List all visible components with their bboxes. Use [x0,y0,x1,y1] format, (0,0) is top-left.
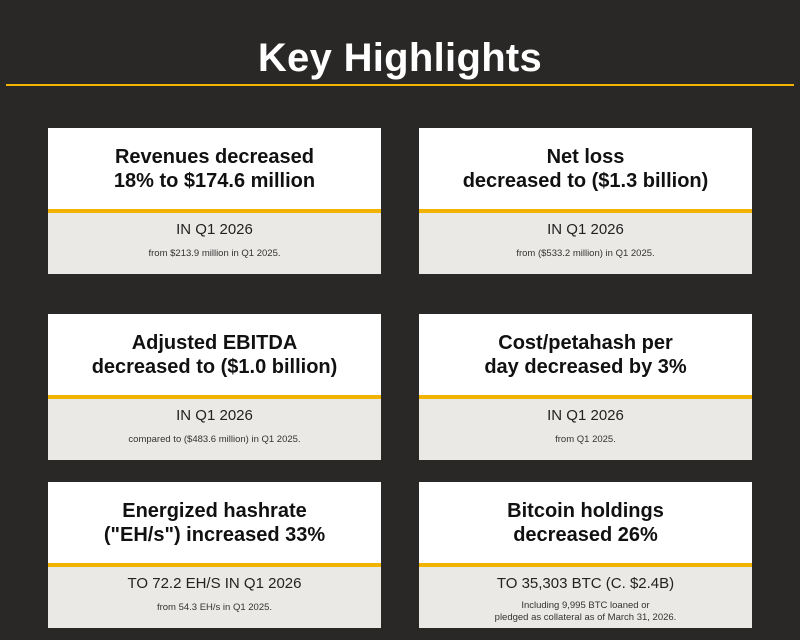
card-heading: Revenues decreased 18% to $174.6 million [48,128,381,209]
card-divider [419,209,752,213]
card-body: TO 72.2 EH/S IN Q1 2026 from 54.3 EH/s i… [48,567,381,628]
card-heading-line: Net loss [546,145,625,168]
highlight-card-cost-petahash: Cost/petahash per day decreased by 3% IN… [419,314,752,460]
card-heading-line: Cost/petahash per [498,331,673,354]
card-heading-line: ("EH/s") increased 33% [103,523,326,546]
card-heading: Bitcoin holdings decreased 26% [419,482,752,563]
card-heading: Adjusted EBITDA decreased to ($1.0 billi… [48,314,381,395]
card-period: TO 35,303 BTC (C. $2.4B) [496,575,675,592]
card-comparison: from Q1 2025. [555,434,616,445]
card-comparison: from 54.3 EH/s in Q1 2025. [156,602,273,613]
card-divider [48,563,381,567]
card-period: IN Q1 2026 [547,407,624,424]
card-heading: Cost/petahash per day decreased by 3% [419,314,752,395]
card-heading-line: 18% to $174.6 million [113,169,316,192]
card-comparison: from ($533.2 million) in Q1 2025. [516,248,655,259]
card-heading-line: Adjusted EBITDA [131,331,298,354]
card-divider [48,209,381,213]
card-body: IN Q1 2026 compared to ($483.6 million) … [48,399,381,460]
card-heading-line: Energized hashrate [122,499,307,522]
page-title: Key Highlights [257,36,543,80]
card-heading-line: Bitcoin holdings [507,499,664,522]
card-comparison: from $213.9 million in Q1 2025. [148,248,281,259]
card-heading-line: decreased 26% [513,523,658,546]
card-divider [419,395,752,399]
card-comparison: Including 9,995 BTC loaned or pledged as… [487,600,685,624]
card-divider [48,395,381,399]
card-heading-line: day decreased by 3% [484,355,687,378]
card-comparison: compared to ($483.6 million) in Q1 2025. [128,434,301,445]
highlight-card-adjusted-ebitda: Adjusted EBITDA decreased to ($1.0 billi… [48,314,381,460]
card-heading: Net loss decreased to ($1.3 billion) [419,128,752,209]
card-heading-line: decreased to ($1.0 billion) [91,355,338,378]
highlight-card-net-loss: Net loss decreased to ($1.3 billion) IN … [419,128,752,274]
card-body: TO 35,303 BTC (C. $2.4B) Including 9,995… [419,567,752,628]
card-comparison-line: pledged as collateral as of March 31, 20… [494,612,677,623]
card-period: TO 72.2 EH/S IN Q1 2026 [127,575,302,592]
title-divider [6,84,794,86]
card-heading-line: decreased to ($1.3 billion) [462,169,709,192]
highlight-card-revenues: Revenues decreased 18% to $174.6 million… [48,128,381,274]
card-period: IN Q1 2026 [176,221,253,238]
highlight-card-bitcoin-holdings: Bitcoin holdings decreased 26% TO 35,303… [419,482,752,628]
card-comparison-line: Including 9,995 BTC loaned or [521,600,650,611]
card-body: IN Q1 2026 from Q1 2025. [419,399,752,460]
card-divider [419,563,752,567]
card-body: IN Q1 2026 from ($533.2 million) in Q1 2… [419,213,752,274]
card-heading: Energized hashrate ("EH/s") increased 33… [48,482,381,563]
card-heading-line: Revenues decreased [114,145,314,168]
card-body: IN Q1 2026 from $213.9 million in Q1 202… [48,213,381,274]
card-period: IN Q1 2026 [176,407,253,424]
highlight-card-hashrate: Energized hashrate ("EH/s") increased 33… [48,482,381,628]
card-period: IN Q1 2026 [547,221,624,238]
